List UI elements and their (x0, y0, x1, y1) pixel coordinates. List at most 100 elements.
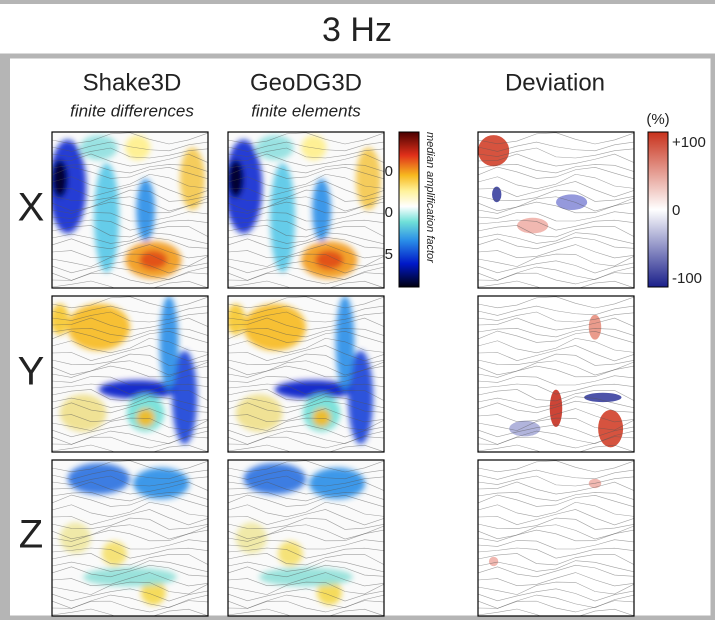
contour-line (52, 400, 208, 414)
heat-blob (52, 160, 68, 198)
contour-line (228, 317, 384, 331)
contour-line (478, 539, 634, 550)
contour-line (52, 236, 208, 250)
contour-line (228, 475, 384, 487)
contour-line (228, 232, 384, 245)
contour-line (52, 365, 208, 378)
contour-line (228, 236, 384, 250)
contour-line (52, 219, 208, 231)
contour-line (228, 211, 384, 222)
heat-blob (274, 380, 353, 399)
amplification-colorbar (398, 131, 420, 288)
contour-line (478, 547, 634, 559)
contour-line (478, 424, 634, 438)
contour-line (478, 260, 634, 274)
map-panel (51, 295, 209, 453)
heat-blob (136, 408, 155, 428)
contour-line (478, 517, 634, 530)
heat-blob (584, 392, 622, 403)
contour-line (228, 280, 384, 288)
contour-line (228, 600, 384, 613)
contour-line (52, 337, 208, 354)
heat-blob (179, 147, 205, 210)
contour-line (228, 469, 384, 480)
column-title: Shake3D (83, 69, 182, 96)
figure-title: 3 Hz (322, 11, 392, 49)
panel-content (52, 460, 208, 616)
contour-line (228, 296, 384, 309)
contour-line (478, 201, 634, 214)
heat-blob (549, 389, 563, 428)
panel-border (227, 295, 385, 453)
contour-line (228, 201, 384, 214)
contour-line (228, 219, 384, 231)
contour-line (52, 460, 208, 473)
contour-line (52, 424, 208, 438)
contour-line (52, 272, 208, 285)
contour-line (478, 460, 634, 473)
contour-line (52, 389, 208, 402)
colorbar-label: median amplification factor (424, 132, 436, 264)
row-label: Y (18, 350, 45, 394)
contour-line (228, 345, 384, 362)
contour-line (478, 475, 634, 487)
contour-line (52, 305, 208, 316)
contour-line (52, 436, 208, 449)
contour-line (52, 547, 208, 559)
contour-line (478, 501, 634, 518)
contour-line (52, 330, 208, 344)
contour-line (228, 253, 384, 267)
panel-content (52, 296, 208, 452)
contour-line (228, 460, 384, 473)
contour-line (228, 360, 384, 376)
contour-line (52, 560, 208, 573)
contour-line (478, 494, 634, 508)
contour-line (478, 219, 634, 231)
contour-line (52, 444, 208, 452)
heat-blob (159, 296, 179, 390)
heat (228, 296, 374, 445)
contour-line (228, 581, 384, 595)
contour-line (478, 232, 634, 245)
contour-line (52, 181, 208, 198)
contour-line (228, 396, 384, 409)
colorbar-tick-label: 0 (672, 202, 680, 219)
heat-blob (259, 567, 353, 587)
contour-line (478, 509, 634, 526)
contour-line (52, 280, 208, 288)
contour-line (478, 560, 634, 573)
contour-line (228, 375, 384, 386)
contour-line (478, 529, 634, 542)
contour-line (478, 444, 634, 452)
contour-line (52, 475, 208, 487)
contour-line (478, 305, 634, 316)
contour-line (228, 353, 384, 366)
heat-blob (243, 463, 306, 495)
contour-line (52, 509, 208, 526)
contour-line (478, 492, 634, 502)
panel-content (52, 132, 208, 288)
panel-content (228, 296, 384, 452)
heat (509, 314, 624, 448)
heat (228, 135, 381, 279)
map-panel (51, 131, 209, 289)
contour-line (478, 173, 634, 190)
contour-line (478, 311, 634, 323)
contour-line (478, 330, 634, 344)
contour-line (228, 400, 384, 414)
contour-line (52, 501, 208, 518)
contour-line (478, 396, 634, 409)
contour-line (52, 383, 208, 395)
contour-line (228, 365, 384, 378)
contour-line (52, 311, 208, 323)
contour-line (228, 173, 384, 190)
contour-line (478, 608, 634, 616)
contour-line (52, 189, 208, 202)
heat-blob (316, 580, 342, 606)
heat-blob (172, 350, 198, 445)
contour-line (478, 360, 634, 376)
panel-border (227, 131, 385, 289)
row-label: X (18, 186, 45, 230)
contour-line (478, 383, 634, 395)
